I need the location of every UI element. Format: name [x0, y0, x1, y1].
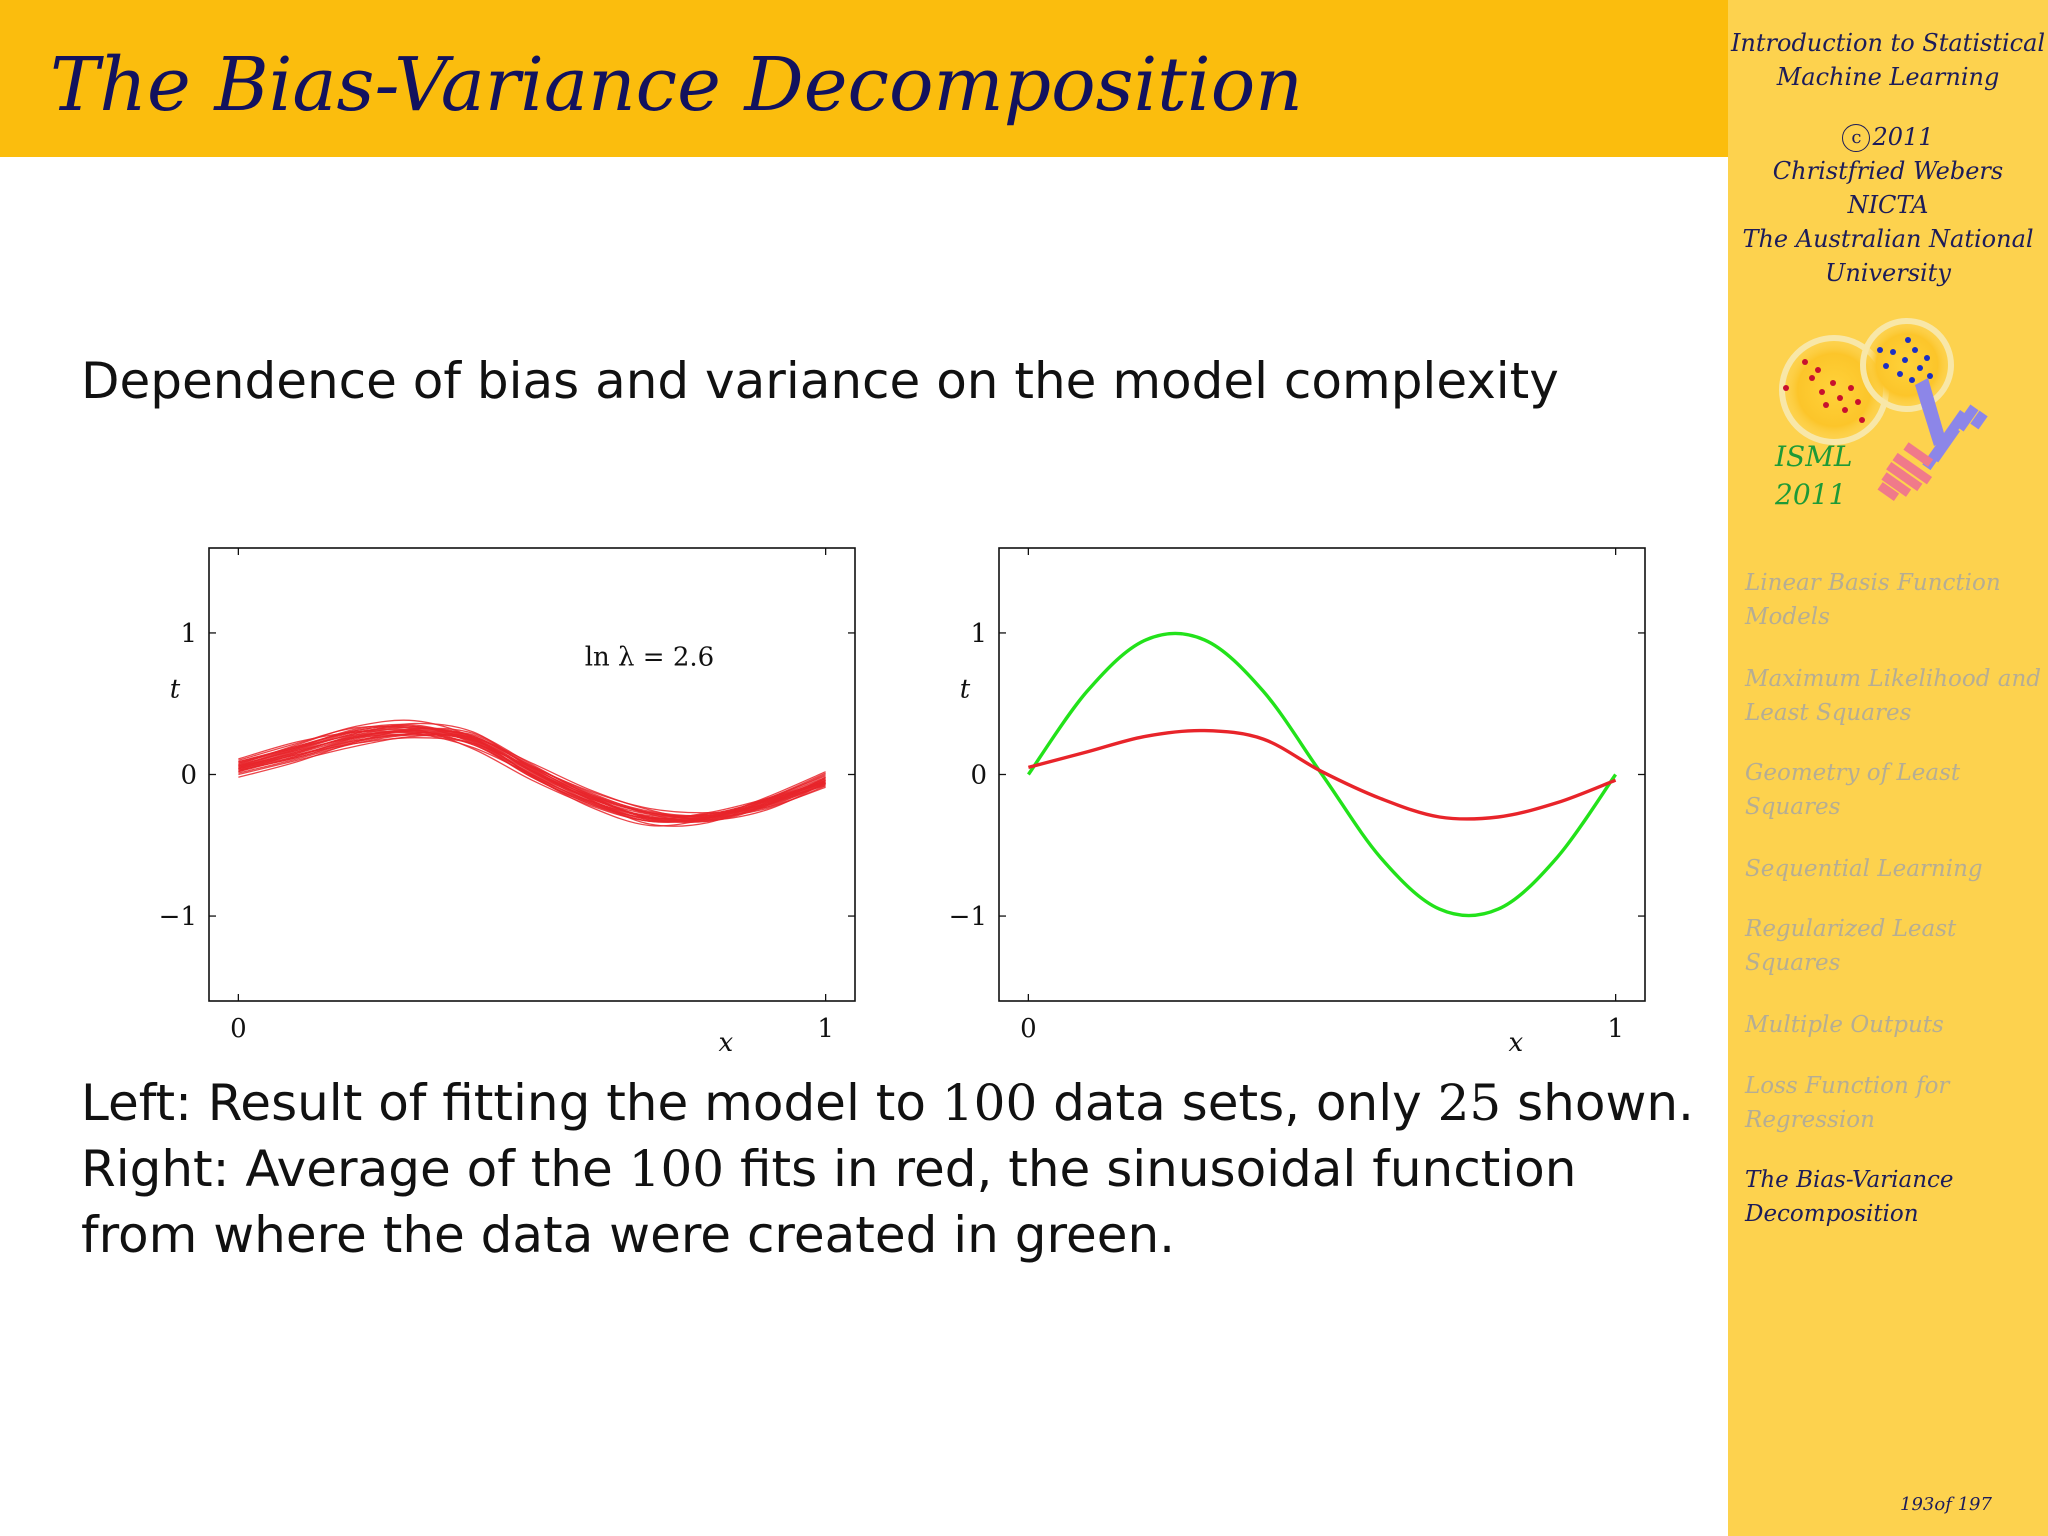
- nav-item-sequential[interactable]: Sequential Learning: [1745, 852, 2045, 886]
- fit-curve: [238, 728, 826, 824]
- nav-label-line2: Least Squares: [1745, 700, 1912, 726]
- fit-curve: [238, 731, 826, 821]
- nav-label-line1: Sequential Learning: [1745, 856, 1983, 882]
- nav-label-line1: Geometry of Least: [1745, 760, 1961, 786]
- title-bar: The Bias-Variance Decomposition: [0, 0, 1728, 157]
- lambda-annotation: ln λ = 2.6: [585, 642, 714, 672]
- x-axis-label: x: [1508, 1028, 1523, 1058]
- y-tick-label: −1: [949, 902, 987, 932]
- nav-item-multiple-outputs[interactable]: Multiple Outputs: [1745, 1008, 2045, 1042]
- nav-item-max-likelihood[interactable]: Maximum Likelihood and Least Squares: [1745, 662, 2045, 730]
- org-anu-line1: The Australian National: [1742, 225, 2034, 253]
- sidebar: [1728, 0, 2048, 1536]
- series-curve: [1027, 728, 1617, 821]
- slide-subtitle: Dependence of bias and variance on the m…: [81, 352, 1559, 410]
- nav-label-line1: Loss Function for: [1745, 1073, 1950, 1099]
- nav-label-line2: Regression: [1745, 1107, 1875, 1133]
- y-tick-label: 1: [970, 619, 987, 649]
- nav-item-linear-basis[interactable]: Linear Basis Function Models: [1745, 566, 2045, 634]
- logo-line1: ISML: [1775, 440, 1853, 473]
- logo-line2: 2011: [1775, 478, 1847, 511]
- y-tick-label: 0: [180, 761, 197, 791]
- logo-caption: ISML 2011: [1775, 438, 1853, 514]
- nav-label-line1: Maximum Likelihood and: [1745, 666, 2042, 692]
- y-axis-label: t: [170, 675, 181, 705]
- fit-curve: [238, 725, 826, 823]
- org-anu-line2: University: [1825, 259, 1951, 287]
- nav-item-bias-variance[interactable]: The Bias-Variance Decomposition: [1745, 1163, 2045, 1231]
- caption-line3: from where the data were created in gree…: [81, 1206, 1176, 1264]
- author-block: c 2011 Christfried Webers NICTA The Austr…: [1728, 120, 2048, 290]
- org-nicta: NICTA: [1847, 191, 1929, 219]
- copyright-icon: c: [1842, 124, 1871, 152]
- caption-line1: Left: Result of fitting the model to 100…: [81, 1074, 1694, 1132]
- caption-line2: Right: Average of the 100 fits in red, t…: [81, 1140, 1577, 1198]
- fit-curve: [238, 732, 826, 820]
- nav-label-line2: Squares: [1745, 950, 1841, 976]
- author-name: Christfried Webers: [1772, 157, 2004, 185]
- course-title-line2: Machine Learning: [1776, 63, 2000, 91]
- nav-label-line1: Regularized Least: [1745, 916, 1957, 942]
- y-axis-label: t: [960, 675, 971, 705]
- page-number: 193of 197: [1900, 1494, 1992, 1515]
- right-plot: 0 1 −1 0 1 x t: [949, 547, 1646, 1058]
- nav-item-loss-function[interactable]: Loss Function for Regression: [1745, 1069, 2045, 1137]
- nav-label-line2: Models: [1745, 604, 1830, 630]
- course-title-line1: Introduction to Statistical: [1730, 29, 2046, 57]
- x-tick-label: 1: [817, 1014, 834, 1044]
- course-title: Introduction to Statistical Machine Lear…: [1728, 26, 2048, 94]
- series-curve: [1027, 631, 1617, 918]
- x-axis-label: x: [718, 1028, 733, 1058]
- y-tick-label: 0: [970, 761, 987, 791]
- fit-curve: [238, 734, 826, 821]
- figure-caption: Left: Result of fitting the model to 100…: [81, 1070, 1701, 1268]
- fit-curve: [238, 733, 826, 817]
- nav-label-line1: Linear Basis Function: [1745, 570, 2001, 596]
- left-plot: 0 1 −1 0 1 x t ln λ = 2.6: [159, 547, 856, 1058]
- x-tick-label: 0: [1020, 1014, 1037, 1044]
- slide-title: The Bias-Variance Decomposition: [50, 42, 1303, 128]
- x-tick-label: 1: [1607, 1014, 1624, 1044]
- nav-label-line1: Multiple Outputs: [1745, 1012, 1944, 1038]
- y-tick-label: 1: [180, 619, 197, 649]
- y-tick-label: −1: [159, 902, 197, 932]
- nav-label-line2: Decomposition: [1745, 1201, 1919, 1227]
- nav-item-regularized[interactable]: Regularized Least Squares: [1745, 912, 2045, 980]
- copyright-line: c 2011: [1728, 120, 2048, 154]
- nav-item-geometry[interactable]: Geometry of Least Squares: [1745, 756, 2045, 824]
- copyright-year: 2011: [1872, 123, 1934, 151]
- x-tick-label: 0: [230, 1014, 247, 1044]
- nav-label-line1: The Bias-Variance: [1745, 1167, 1954, 1193]
- nav-label-line2: Squares: [1745, 794, 1841, 820]
